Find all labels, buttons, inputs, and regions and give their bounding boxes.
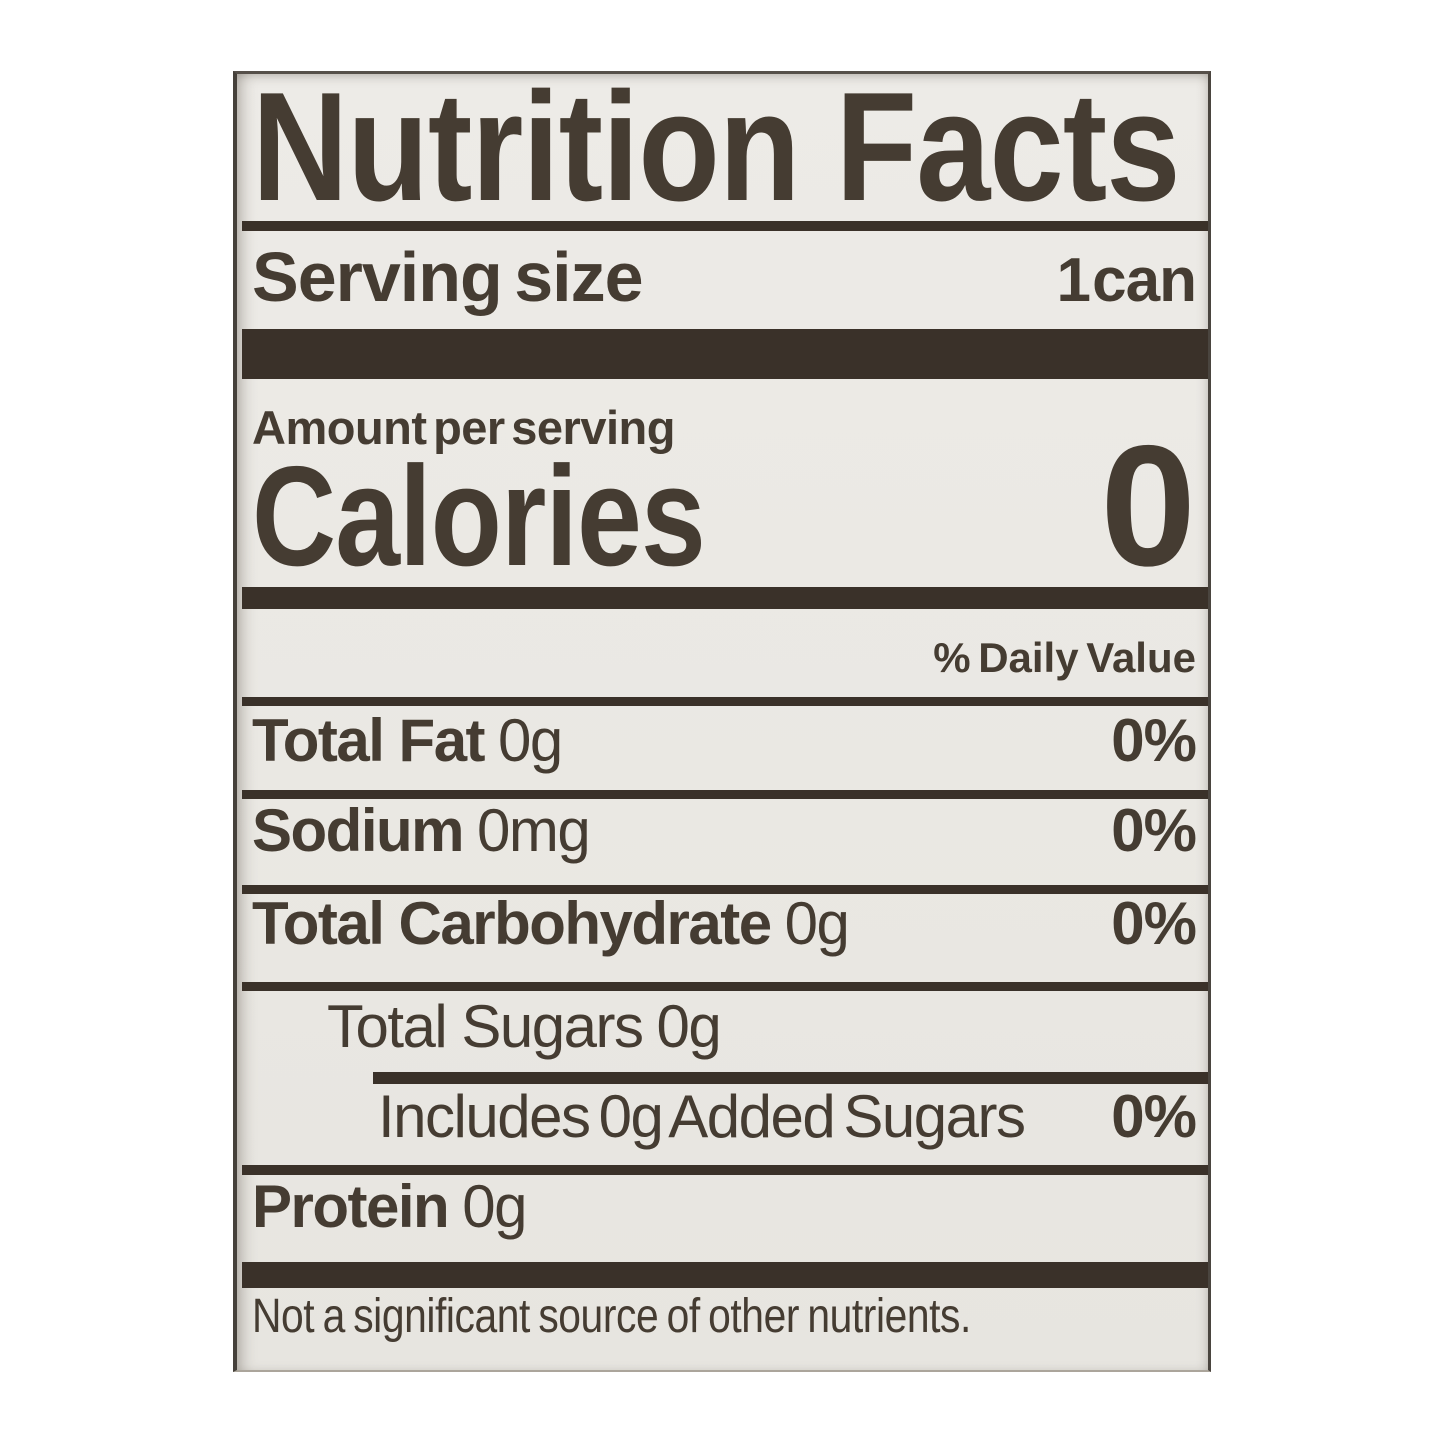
nutrient-row-total-fat: Total Fat 0g 0% <box>252 707 1197 774</box>
nutrient-amount: 0g <box>462 1173 527 1240</box>
nutrient-amount: 0mg <box>477 797 591 864</box>
nutrient-name-amount: Protein 0g <box>252 1177 527 1237</box>
calories-label: Calories <box>252 437 706 596</box>
nutrient-daily-value: 0% <box>1111 797 1197 864</box>
calories-value: 0 <box>1100 410 1196 602</box>
rule-under-total-carbohydrate <box>242 982 1208 991</box>
footnote: Not a significant source of other nutrie… <box>252 1290 971 1343</box>
rule-under-daily-value <box>242 697 1208 706</box>
serving-size-value: 1 can <box>1056 246 1197 315</box>
nutrient-amount: 0g <box>656 993 722 1060</box>
nutrient-amount: 0g <box>498 707 563 774</box>
nutrient-daily-value: 0% <box>1111 890 1197 957</box>
nutrient-daily-value: 0% <box>1111 1083 1197 1150</box>
nutrient-name: Total Carbohydrate <box>252 890 772 957</box>
nutrient-name-amount: Total Fat 0g <box>252 711 563 771</box>
nutrient-daily-value: 0% <box>1111 707 1197 774</box>
medium-bar-under-calories <box>242 587 1208 609</box>
nutrient-row-added-sugars: Includes 0g Added Sugars 0% <box>378 1083 1197 1150</box>
nutrient-name-amount: Total Carbohydrate 0g <box>252 894 850 954</box>
nutrient-row-sodium: Sodium 0mg 0% <box>252 797 1197 864</box>
amount-per-serving-label: Amount per serving <box>252 401 675 454</box>
nutrient-name-amount: Total Sugars 0g <box>327 997 722 1057</box>
nutrient-name-amount: Sodium 0mg <box>252 801 591 861</box>
nutrition-facts-label: Nutrition Facts Serving size 1 can Amoun… <box>233 60 1211 1372</box>
calories-row: Calories 0 <box>252 420 1196 592</box>
nutrient-name-amount: Includes 0g Added Sugars <box>378 1087 1026 1147</box>
rule-under-total-sugars-indented <box>373 1072 1208 1084</box>
nutrient-row-total-carbohydrate: Total Carbohydrate 0g 0% <box>252 890 1197 957</box>
rule-under-added-sugars <box>242 1165 1208 1175</box>
serving-size-row: Serving size 1 can <box>252 238 1197 316</box>
thick-bar-top <box>242 329 1208 379</box>
label-title: Nutrition Facts <box>252 60 1180 233</box>
nutrient-name: Includes 0g Added Sugars <box>378 1083 1026 1150</box>
nutrient-name: Total Fat <box>252 707 486 774</box>
nutrient-name: Sodium <box>252 797 465 864</box>
nutrient-row-total-sugars: Total Sugars 0g <box>327 997 1196 1057</box>
rule-under-title <box>242 221 1208 231</box>
nutrient-name: Total Sugars <box>327 993 644 1060</box>
rule-under-sodium <box>242 885 1208 894</box>
daily-value-header: % Daily Value <box>933 634 1196 681</box>
rule-under-total-fat <box>242 790 1208 799</box>
thick-bar-bottom <box>242 1262 1208 1288</box>
nutrient-row-protein: Protein 0g <box>252 1177 1196 1237</box>
serving-size-label: Serving size <box>252 238 644 316</box>
nutrient-amount: 0g <box>784 890 850 957</box>
nutrient-name: Protein <box>252 1173 450 1240</box>
